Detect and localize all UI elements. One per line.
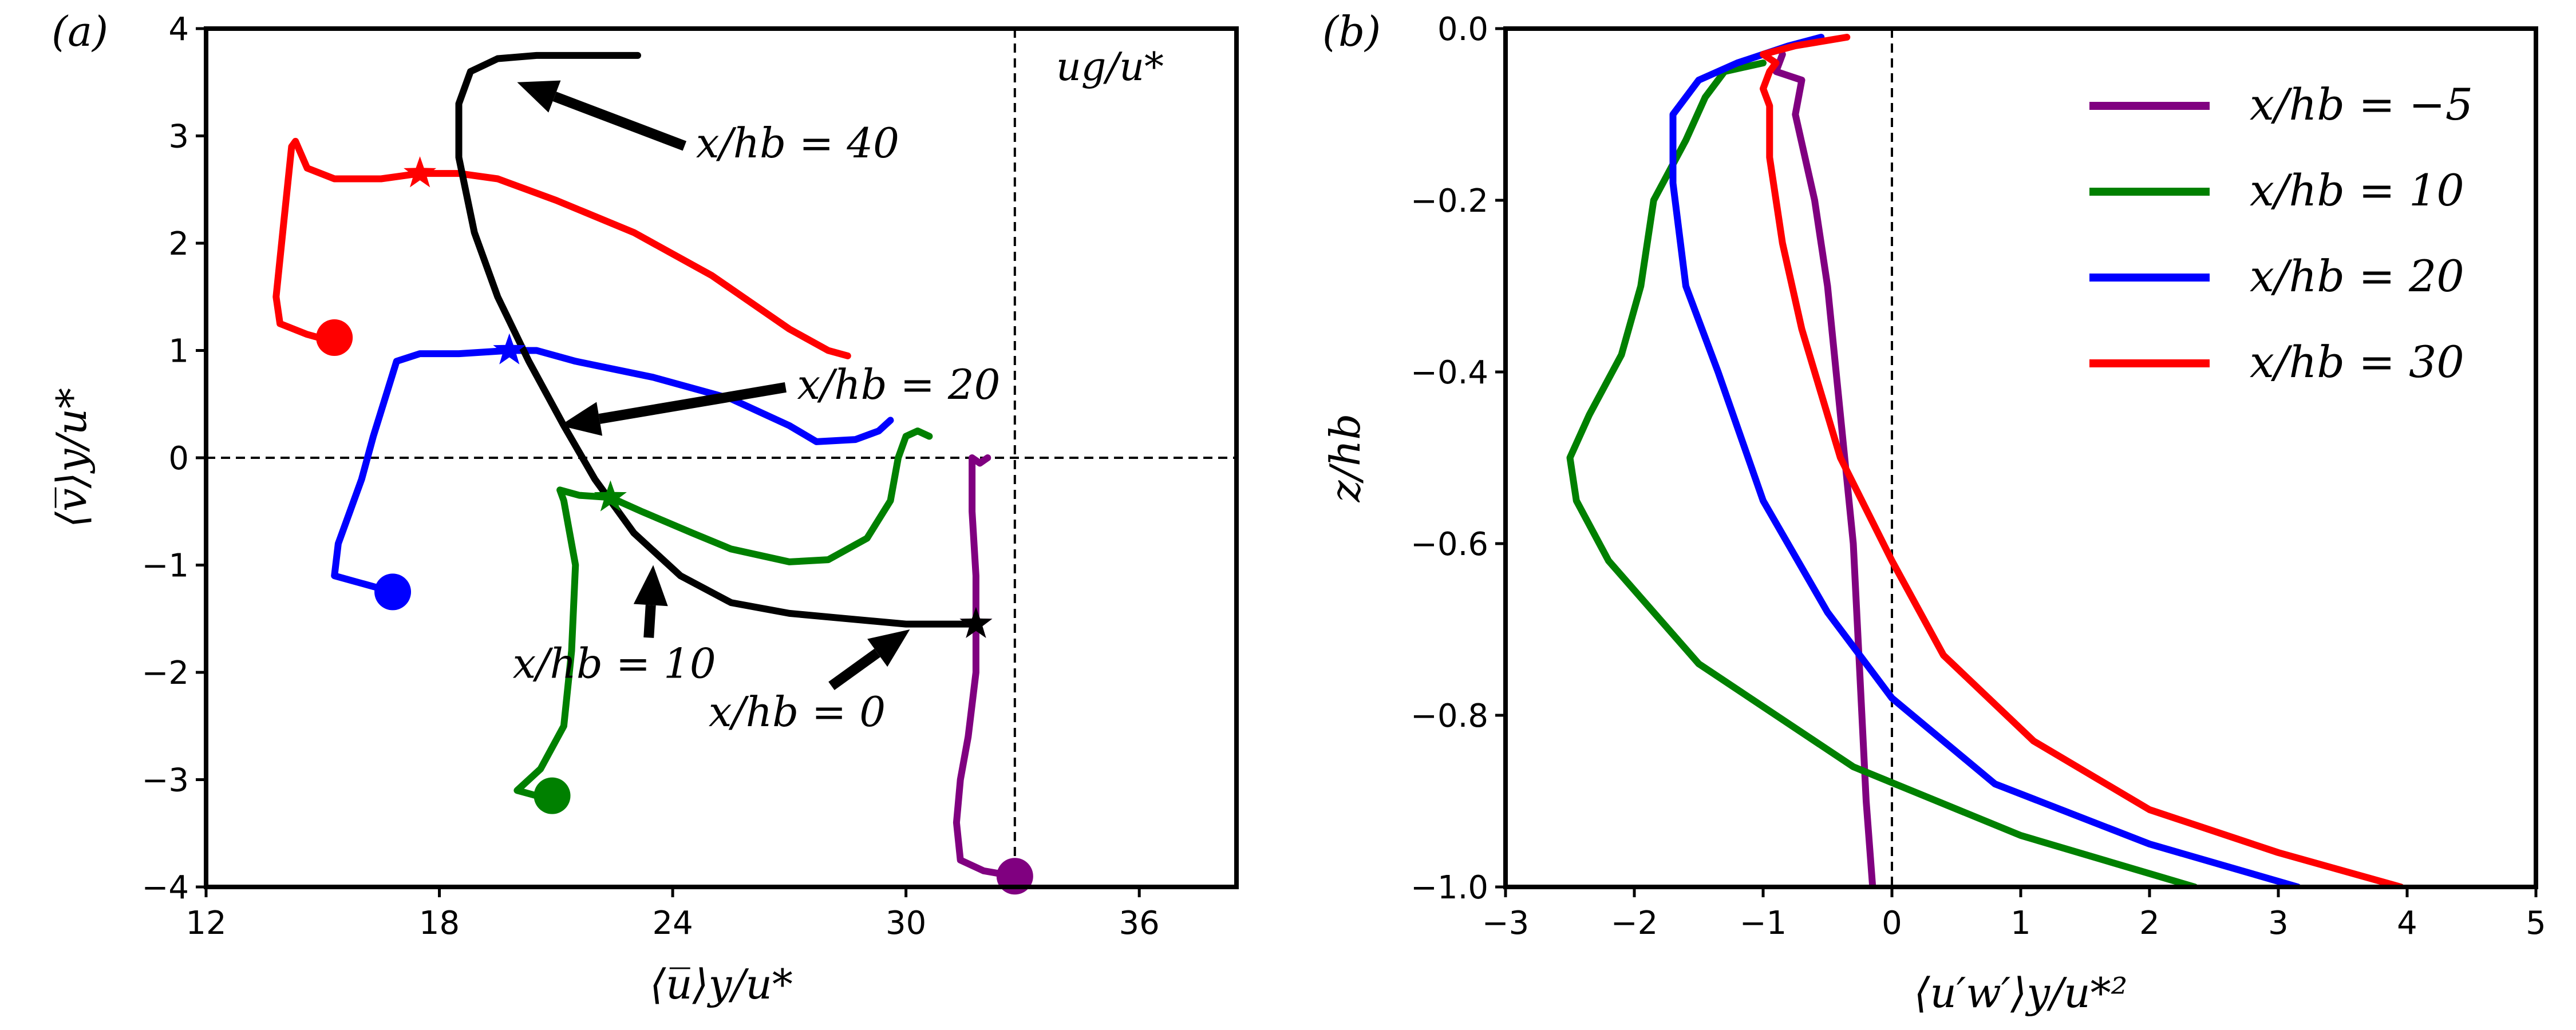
annotation-label: x/hb = 0 [709,688,886,736]
x-tick-label: 2 [2139,905,2160,942]
x-tick-label: −2 [1611,905,1658,942]
annotation-label: x/hb = 20 [797,360,1000,409]
y-tick-label: −0.8 [1411,698,1488,735]
x-tick-label: −3 [1482,905,1530,942]
panel-a: (a) x/hb = 40x/hb = 20x/hb = 10x/hb = 0 … [48,7,1239,1008]
y-tick-label: −4 [141,869,189,906]
y-tick-label: −1 [141,548,189,585]
series-line-x-hb-5 [1772,51,1876,887]
annotation-label: x/hb = 10 [513,639,716,687]
annotation-arrow-shaft [552,92,687,151]
x-tick-label: 24 [652,905,693,942]
y-tick-label: 0.0 [1437,11,1488,48]
y-tick-label: 0 [168,440,189,477]
start-marker-x-hb-20 [374,573,412,611]
panel-b-label: (b) [1322,7,1381,56]
panel-a-ref-line-label: ug/u* [1056,45,1164,90]
x-tick-label: 12 [185,905,226,942]
annotation-arrow-head [517,80,561,113]
x-tick-label: 3 [2268,905,2289,942]
legend-label: x/hb = 30 [2250,336,2464,387]
x-tick-label: 18 [419,905,460,942]
x-tick-label: 4 [2397,905,2417,942]
series-line-x-hb-20 [331,347,894,596]
series-line-x-hb-10 [1566,60,2198,887]
legend-label: x/hb = 10 [2250,165,2464,216]
series-line-x-hb-0 [455,52,979,628]
y-tick-label: −0.4 [1411,354,1488,391]
annotation-arrow-head [560,402,603,436]
annotation-arrow-head [867,629,910,667]
series-line-x-hb-20 [1669,34,2301,887]
x-tick-label: 0 [1882,905,1902,942]
series-line-x-hb-30 [1760,34,2404,887]
y-tick-label: −3 [141,762,189,799]
series-line-x-hb-30 [272,137,851,359]
y-tick-label: −0.6 [1411,526,1488,563]
panel-b-y-axis-label: z/hb [1321,414,1369,503]
panel-b-series [1566,34,2404,887]
panel-a-x-axis-label: ⟨u̅⟩y/u* [650,960,793,1008]
x-tick-label: 1 [2010,905,2031,942]
annotation-arrow-head [633,565,668,607]
star-marker-x-hb-10 [594,480,627,512]
panel-a-series [272,52,1018,880]
star-marker-x-hb-20 [493,333,526,365]
series-line-x-hb-5 [953,454,1018,880]
panel-a-y-axis-label: ⟨v̅⟩y/u* [48,388,96,528]
annotation-arrow-shaft [828,648,880,691]
annotation-label: x/hb = 40 [696,119,899,167]
panel-b-legend: x/hb = −5 x/hb = 10 x/hb = 20 x/hb = 30 [2089,79,2473,387]
start-marker-x-hb-10 [534,777,571,814]
y-tick-label: −0.2 [1411,183,1488,220]
panel-b: (b) −3 −2 −1 0 1 2 3 4 50.0−0.2−0.4−0.6−0.8−1.0 … [1321,7,2546,1017]
legend-label: x/hb = 20 [2250,251,2464,302]
legend-label: x/hb = −5 [2250,79,2473,130]
y-tick-label: 3 [168,118,189,156]
x-tick-label: 30 [886,905,926,942]
star-marker-x-hb-30 [404,156,437,188]
annotation-arrow-shaft [643,604,656,638]
panel-a-label: (a) [52,7,108,56]
panel-a-annotations: x/hb = 40 x/hb = 20 x/hb = 10x/hb = 0 [513,80,1000,736]
y-tick-label: 4 [168,11,189,48]
star-marker-x-hb-0 [959,607,993,638]
x-tick-label: 36 [1119,905,1160,942]
panel-a-ticks: 12 18 24 30 36 4 3 2 1 0 −1 −2 −3 −4 [141,11,1159,942]
panel-a-reference-lines [206,29,1236,887]
panel-b-x-axis-label: ⟨u′w′⟩y/u*² [1914,969,2127,1017]
start-marker-x-hb-30 [316,319,353,356]
y-tick-label: 1 [168,333,189,370]
y-tick-label: 2 [168,225,189,263]
panel-b-axes-frame [1503,26,2538,889]
series-line-x-hb-10 [513,427,933,799]
y-tick-label: −2 [141,655,189,692]
panel-b-ticks: −3 −2 −1 0 1 2 3 4 5 0.0 −0.2 −0.4 −0.6 −0.8 −1.0 [1411,11,2546,942]
x-tick-label: 5 [2526,905,2546,942]
x-tick-label: −1 [1740,905,1787,942]
y-tick-label: −1.0 [1411,869,1488,906]
annotation-arrow-shaft [598,382,787,424]
